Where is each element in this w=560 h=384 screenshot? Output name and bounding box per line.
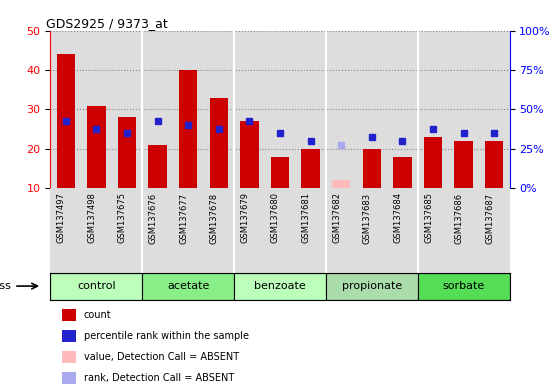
Bar (363, 149, 381, 188)
Text: count: count (84, 310, 111, 320)
Bar (209, 98, 228, 188)
Text: GDS2925 / 9373_at: GDS2925 / 9373_at (46, 17, 167, 30)
Text: stress: stress (0, 281, 11, 291)
FancyBboxPatch shape (50, 273, 142, 300)
Text: GSM137498: GSM137498 (87, 192, 96, 243)
Bar (57, 54, 75, 188)
Text: GSM137687: GSM137687 (486, 192, 494, 243)
Text: GSM137676: GSM137676 (148, 192, 157, 243)
Text: GSM137497: GSM137497 (57, 192, 66, 243)
Text: GSM137680: GSM137680 (271, 192, 280, 243)
Text: GSM137685: GSM137685 (424, 192, 433, 243)
Bar (271, 157, 289, 188)
Bar (424, 137, 442, 188)
Text: control: control (77, 281, 115, 291)
Text: benzoate: benzoate (254, 281, 306, 291)
Text: value, Detection Call = ABSENT: value, Detection Call = ABSENT (84, 352, 239, 362)
Text: GSM137677: GSM137677 (179, 192, 188, 243)
Text: rank, Detection Call = ABSENT: rank, Detection Call = ABSENT (84, 373, 234, 383)
FancyBboxPatch shape (418, 273, 510, 300)
Text: propionate: propionate (342, 281, 402, 291)
Text: GSM137681: GSM137681 (302, 192, 311, 243)
Bar (455, 141, 473, 188)
Bar (301, 149, 320, 188)
Text: GSM137682: GSM137682 (332, 192, 341, 243)
Text: GSM137686: GSM137686 (455, 192, 464, 243)
Text: GSM137684: GSM137684 (394, 192, 403, 243)
Text: sorbate: sorbate (442, 281, 485, 291)
Text: GSM137683: GSM137683 (363, 192, 372, 243)
Text: percentile rank within the sample: percentile rank within the sample (84, 331, 249, 341)
Bar (118, 118, 136, 188)
FancyBboxPatch shape (142, 273, 234, 300)
Text: GSM137678: GSM137678 (210, 192, 219, 243)
Bar (179, 70, 197, 188)
Bar (485, 141, 503, 188)
Text: GSM137679: GSM137679 (240, 192, 249, 243)
FancyBboxPatch shape (234, 273, 326, 300)
Bar (240, 121, 259, 188)
FancyBboxPatch shape (326, 273, 418, 300)
Text: GSM137675: GSM137675 (118, 192, 127, 243)
Bar (393, 157, 412, 188)
Bar (332, 180, 351, 188)
Bar (148, 145, 167, 188)
Text: acetate: acetate (167, 281, 209, 291)
Bar (87, 106, 105, 188)
